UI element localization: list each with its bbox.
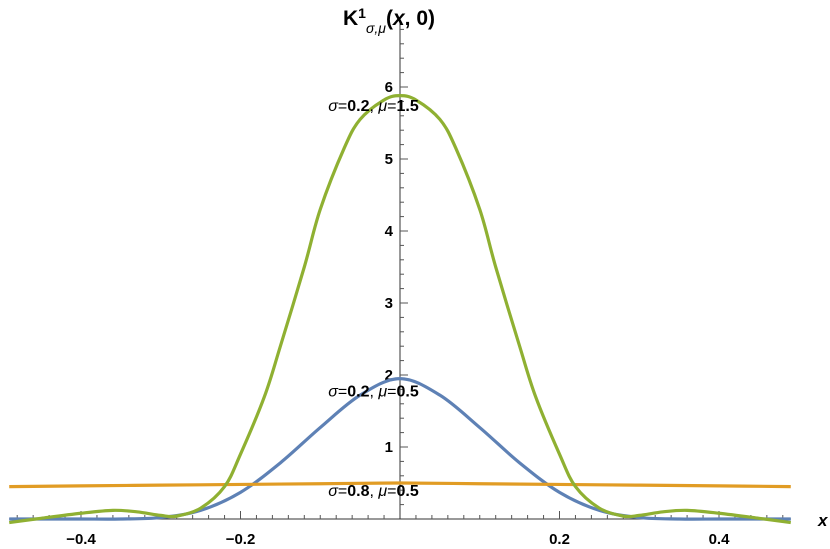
x-axis-title: x [817,511,829,530]
y-tick-label: 2 [385,367,393,384]
x-tick-label: 0.2 [549,531,570,548]
series-line-2 [9,94,791,525]
y-tick-label: 6 [385,79,393,96]
y-axis-title: K1σ,μ(x, 0) [343,5,435,36]
series-line-1 [9,481,791,489]
series-annotation: σ=0.2, μ=0.5 [328,384,419,401]
y-tick-label: 5 [385,151,393,168]
series-line-0 [9,377,791,521]
y-tick-label: 1 [385,439,393,456]
series-annotation: σ=0.2, μ=1.5 [328,98,419,115]
y-tick-label: 3 [385,295,393,312]
series-annotation: σ=0.8, μ=0.5 [328,483,419,500]
x-tick-label: −0.4 [66,531,96,548]
x-tick-label: 0.4 [709,531,731,548]
x-tick-label: −0.2 [226,531,256,548]
y-tick-label: 4 [385,223,394,240]
